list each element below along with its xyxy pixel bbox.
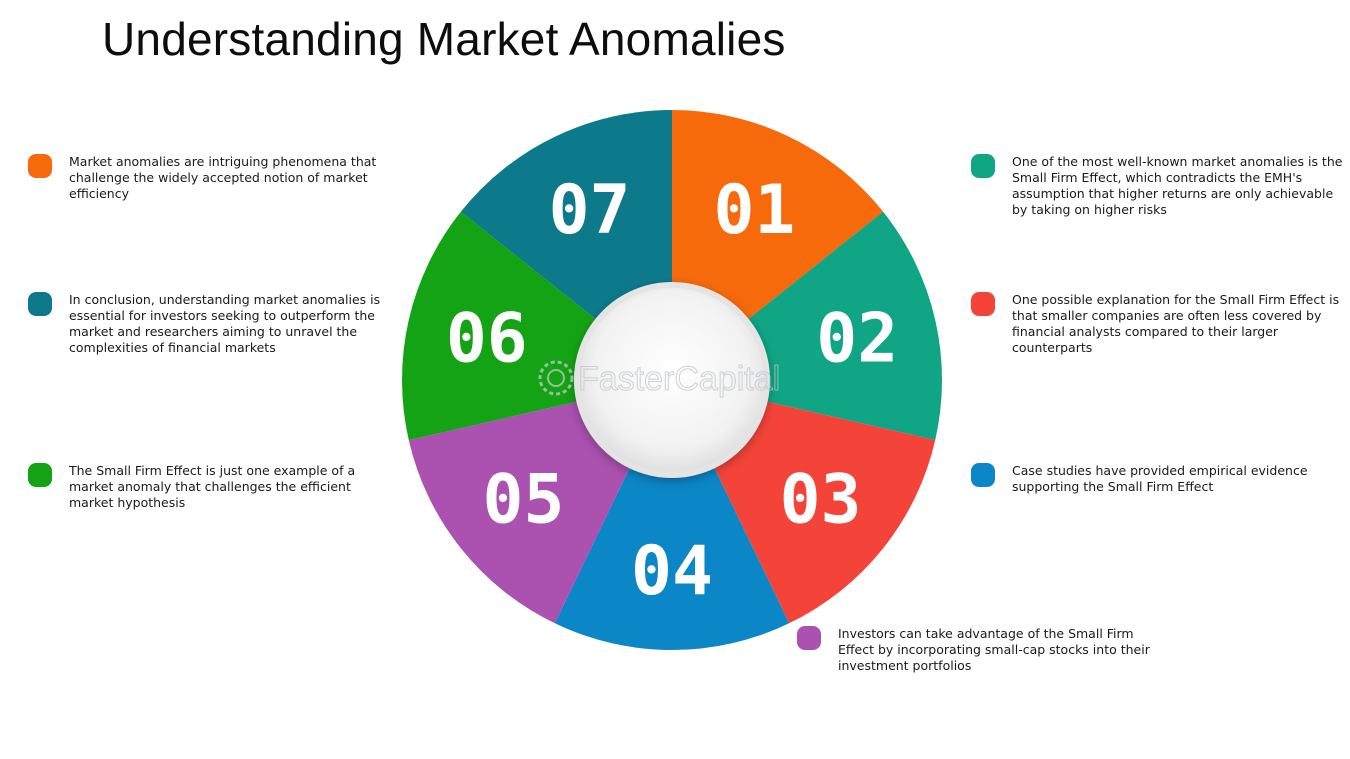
note-02: One of the most well-known market anomal… — [971, 154, 1343, 218]
segment-06-wedge — [402, 211, 602, 441]
note-07-text: In conclusion, understanding market anom… — [69, 292, 381, 355]
gear-icon — [538, 360, 574, 396]
segment-03-wedge — [711, 400, 936, 624]
segment-07-wedge — [460, 110, 672, 324]
note-02-text: One of the most well-known market anomal… — [1012, 154, 1343, 217]
note-06: The Small Firm Effect is just one exampl… — [28, 463, 398, 511]
center-hub — [574, 282, 770, 478]
segment-05-wedge — [408, 400, 633, 624]
segment-06: 06 — [402, 211, 602, 441]
note-01-text: Market anomalies are intriguing phenomen… — [69, 154, 377, 201]
segment-07-number: 07 — [549, 171, 631, 250]
note-03-text: One possible explanation for the Small F… — [1012, 292, 1340, 355]
note-03: One possible explanation for the Small F… — [971, 292, 1341, 356]
note-05: Investors can take advantage of the Smal… — [797, 626, 1167, 674]
segment-06-number: 06 — [446, 300, 528, 379]
note-03-marker — [971, 292, 995, 316]
segment-05-number: 05 — [483, 460, 565, 539]
segment-05: 05 — [408, 400, 633, 624]
note-01: Market anomalies are intriguing phenomen… — [28, 154, 388, 202]
note-04-text: Case studies have provided empirical evi… — [1012, 463, 1308, 494]
page-title: Understanding Market Anomalies — [102, 13, 786, 65]
note-07-marker — [28, 292, 52, 316]
segment-07: 07 — [460, 110, 672, 324]
note-01-marker — [28, 154, 52, 178]
segment-01-wedge — [672, 110, 884, 324]
segment-04-number: 04 — [631, 532, 713, 611]
watermark-logo: FasterCapital — [538, 360, 781, 399]
note-02-marker — [971, 154, 995, 178]
segment-04: 04 — [554, 461, 790, 651]
segment-01: 01 — [672, 110, 884, 324]
note-05-text: Investors can take advantage of the Smal… — [838, 626, 1150, 673]
segment-02: 02 — [742, 211, 942, 441]
note-04: Case studies have provided empirical evi… — [971, 463, 1316, 495]
segment-02-wedge — [742, 211, 942, 441]
watermark-text: FasterCapital — [578, 360, 780, 398]
segment-01-number: 01 — [713, 171, 795, 250]
note-06-marker — [28, 463, 52, 487]
note-04-marker — [971, 463, 995, 487]
note-07: In conclusion, understanding market anom… — [28, 292, 388, 356]
segment-02-number: 02 — [816, 300, 898, 379]
note-05-marker — [797, 626, 821, 650]
segment-03-number: 03 — [780, 460, 862, 539]
note-06-text: The Small Firm Effect is just one exampl… — [69, 463, 356, 510]
segment-04-wedge — [554, 461, 790, 651]
segment-03: 03 — [711, 400, 936, 624]
